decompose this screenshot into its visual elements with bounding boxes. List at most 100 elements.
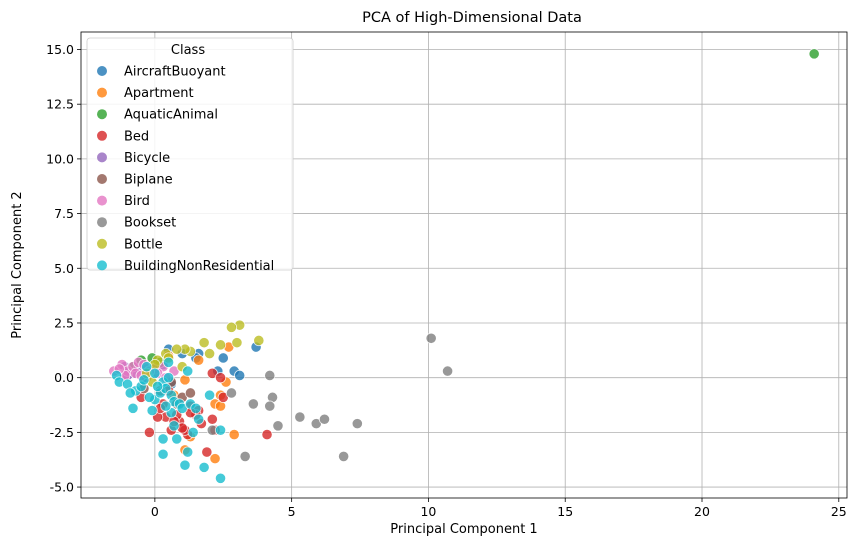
scatter-point bbox=[187, 426, 199, 438]
y-tick-label: 15.0 bbox=[46, 42, 74, 57]
scatter-point bbox=[234, 369, 246, 382]
legend-label: Bed bbox=[124, 129, 149, 144]
scatter-point bbox=[149, 367, 161, 379]
scatter-point bbox=[214, 339, 227, 351]
scatter-point bbox=[203, 389, 216, 401]
legend-label: AircraftBuoyant bbox=[124, 65, 226, 80]
y-tick-label: 0.0 bbox=[54, 370, 74, 385]
x-tick-label: 0 bbox=[151, 504, 159, 519]
scatter-point bbox=[264, 369, 276, 382]
legend-marker bbox=[97, 195, 107, 206]
legend-marker bbox=[97, 66, 107, 76]
legend-label: Bottle bbox=[124, 237, 163, 252]
legend-label: Apartment bbox=[124, 86, 194, 101]
legend-label: Biplane bbox=[124, 173, 173, 188]
legend-marker bbox=[97, 260, 107, 271]
scatter-point bbox=[127, 402, 139, 414]
scatter-point bbox=[425, 332, 437, 344]
scatter-point bbox=[351, 418, 363, 430]
plot-frame bbox=[80, 31, 848, 499]
legend-marker bbox=[97, 217, 107, 228]
scatter-point bbox=[193, 354, 205, 366]
scatter-point bbox=[182, 446, 194, 458]
scatter-point bbox=[338, 450, 350, 463]
legend-box bbox=[86, 37, 294, 271]
scatter-point bbox=[294, 411, 306, 423]
legend-label: BuildingNonResidential bbox=[124, 259, 274, 274]
scatter-point bbox=[168, 420, 180, 432]
y-axis-label: Principal Component 2 bbox=[10, 191, 25, 338]
scatter-point bbox=[157, 448, 169, 460]
legend-label: Bird bbox=[124, 194, 150, 209]
scatter-point bbox=[182, 365, 194, 377]
scatter-point bbox=[231, 337, 243, 349]
scatter-point bbox=[184, 387, 197, 399]
legend-label: Bookset bbox=[124, 216, 176, 231]
x-tick-label: 15 bbox=[557, 504, 573, 519]
y-tick-label: 12.5 bbox=[46, 97, 74, 112]
scatter-point bbox=[225, 321, 238, 333]
y-tick-label: 5.0 bbox=[54, 261, 74, 276]
scatter-point bbox=[228, 428, 240, 441]
scatter-point bbox=[225, 387, 238, 399]
scatter-point bbox=[160, 400, 172, 412]
scatter-point bbox=[253, 334, 265, 347]
scatter-point bbox=[157, 433, 169, 445]
scatter-point bbox=[198, 337, 210, 349]
x-axis-ticks: 0 5 10 15 20 25 bbox=[151, 498, 847, 519]
scatter-point bbox=[190, 402, 202, 414]
y-tick-label: -5.0 bbox=[50, 480, 74, 495]
x-tick-label: 10 bbox=[420, 504, 436, 519]
scatter-point bbox=[214, 472, 227, 484]
scatter-point bbox=[206, 413, 218, 425]
scatter-point bbox=[171, 433, 183, 445]
scatter-point bbox=[201, 446, 213, 458]
scatter-point bbox=[264, 400, 276, 412]
y-tick-label: 10.0 bbox=[46, 151, 74, 166]
scatter-point bbox=[171, 343, 183, 355]
scatter-point bbox=[247, 398, 259, 410]
legend-marker bbox=[97, 130, 107, 141]
chart-title: PCA of High-Dimensional Data bbox=[362, 10, 582, 26]
legend-label: Bicycle bbox=[124, 151, 170, 166]
scatter-point bbox=[143, 391, 155, 403]
scatter-point bbox=[152, 380, 164, 393]
scatter-point bbox=[124, 387, 136, 399]
scatter-point bbox=[203, 348, 216, 360]
scatter-point bbox=[162, 372, 175, 384]
scatter-point bbox=[179, 459, 191, 471]
y-tick-label: 7.5 bbox=[54, 206, 74, 221]
x-axis-label: Principal Component 1 bbox=[390, 522, 537, 537]
scatter-point bbox=[214, 372, 227, 384]
scatter-point bbox=[193, 413, 205, 425]
legend-marker bbox=[97, 152, 107, 163]
y-axis-ticks: -5.0 -2.5 0.0 2.5 5.0 7.5 10.0 12.5 15.0 bbox=[46, 42, 81, 495]
legend-label: AquaticAnimal bbox=[124, 108, 218, 123]
scatter-point bbox=[441, 365, 454, 377]
x-tick-label: 5 bbox=[288, 504, 296, 519]
scatter-point bbox=[138, 374, 150, 386]
y-tick-label: 2.5 bbox=[54, 315, 74, 330]
scatter-point bbox=[146, 404, 158, 417]
legend-marker bbox=[97, 109, 107, 120]
scatter-point bbox=[318, 413, 331, 425]
x-tick-label: 20 bbox=[694, 504, 710, 519]
legend-marker bbox=[97, 87, 107, 98]
scatter-point bbox=[808, 48, 820, 60]
scatter-point bbox=[272, 420, 284, 432]
legend-title: Class bbox=[171, 43, 205, 58]
scatter-point bbox=[162, 356, 175, 368]
y-tick-label: -2.5 bbox=[50, 425, 74, 440]
legend-marker bbox=[97, 174, 107, 184]
scatter-point bbox=[198, 461, 210, 473]
scatter-point bbox=[214, 424, 227, 436]
legend: Class AircraftBuoyant Apartment AquaticAni… bbox=[86, 37, 294, 274]
scatter-point bbox=[239, 450, 251, 463]
scatter-point bbox=[209, 453, 221, 465]
legend-marker bbox=[97, 238, 107, 249]
data-points bbox=[108, 48, 820, 484]
scatter-point bbox=[217, 352, 229, 364]
scatter-point bbox=[261, 428, 273, 441]
scatter-point bbox=[143, 426, 155, 438]
